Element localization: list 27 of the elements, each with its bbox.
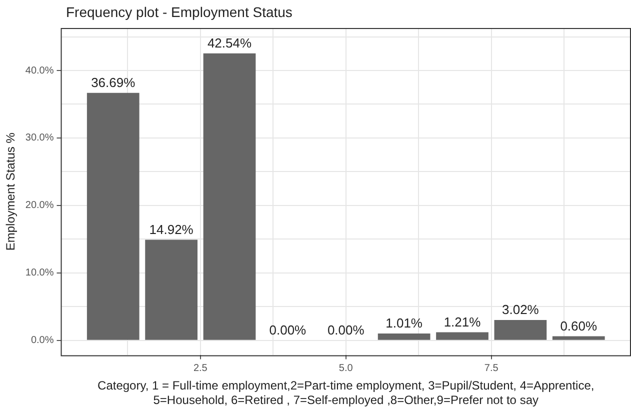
bar (436, 332, 488, 340)
x-tick-label: 2.5 (193, 362, 208, 374)
x-tick-label: 5.0 (338, 362, 354, 374)
data-label: 42.54% (207, 35, 252, 50)
data-label: 0.60% (560, 318, 598, 334)
bar (86, 92, 140, 340)
bar (494, 320, 547, 340)
chart-title: Frequency plot - Employment Status (66, 4, 292, 20)
data-label: 14.92% (149, 222, 194, 237)
y-tick-label: 40.0% (25, 65, 54, 76)
data-label: 3.02% (502, 302, 540, 318)
data-label: 36.69% (91, 74, 136, 90)
x-tick-label: 7.5 (484, 362, 499, 374)
bar (145, 240, 198, 340)
bar (378, 334, 430, 340)
y-tick-label: 30.0% (25, 132, 54, 144)
data-label: 1.01% (386, 316, 423, 331)
y-axis-title: Employment Status % (4, 132, 18, 251)
bar (203, 53, 256, 340)
data-label: 1.21% (444, 314, 482, 330)
y-tick-label: 10.0% (25, 268, 54, 279)
data-label: 0.00% (327, 322, 365, 338)
data-label: 0.00% (269, 322, 307, 338)
bar (552, 336, 605, 340)
x-axis-title: Category, 1 = Full-time employment,2=Part-time employment, 3=Pupil/Student, 4=Apprentice, 5=Household, 6=Retired , 7=Self-employed ,8=Other,9=Prefer not to say (98, 378, 594, 408)
y-tick-label: 20.0% (25, 200, 54, 212)
y-tick-label: 0.0% (30, 335, 54, 346)
